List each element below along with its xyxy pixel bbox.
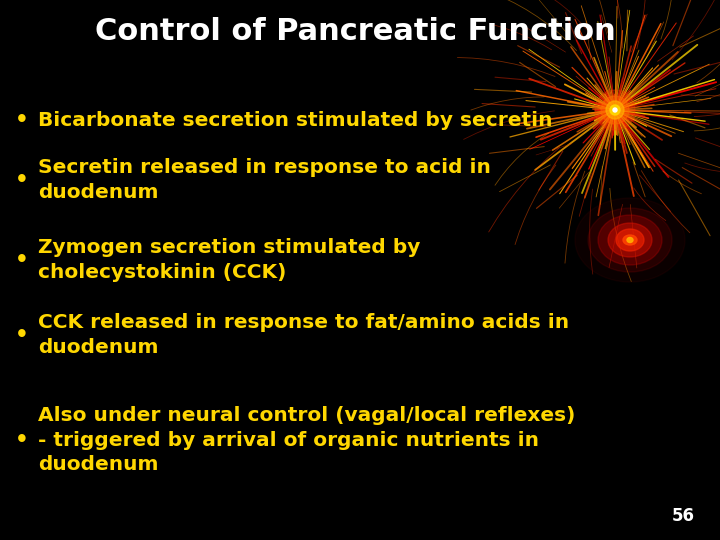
Text: Control of Pancreatic Function: Control of Pancreatic Function [94,17,616,46]
Ellipse shape [623,235,637,245]
Circle shape [601,96,629,124]
Text: •: • [15,170,29,190]
Ellipse shape [608,223,652,257]
Ellipse shape [627,238,633,242]
Circle shape [613,108,617,112]
Text: CCK released in response to fat/amino acids in
duodenum: CCK released in response to fat/amino ac… [38,313,569,356]
Circle shape [610,105,620,115]
Text: Zymogen secretion stimulated by
cholecystokinin (CCK): Zymogen secretion stimulated by cholecys… [38,238,420,282]
Circle shape [606,101,624,119]
Ellipse shape [598,215,662,265]
Text: •: • [15,430,29,450]
Ellipse shape [575,198,685,282]
Text: Secretin released in response to acid in
duodenum: Secretin released in response to acid in… [38,158,491,201]
Text: •: • [15,325,29,345]
Ellipse shape [616,229,644,251]
Circle shape [595,90,635,130]
Text: •: • [15,110,29,130]
Text: Bicarbonate secretion stimulated by secretin: Bicarbonate secretion stimulated by secr… [38,111,552,130]
Text: •: • [15,250,29,270]
Text: Also under neural control (vagal/local reflexes)
- triggered by arrival of organ: Also under neural control (vagal/local r… [38,406,575,474]
Ellipse shape [588,208,672,272]
Text: 56: 56 [672,507,695,525]
